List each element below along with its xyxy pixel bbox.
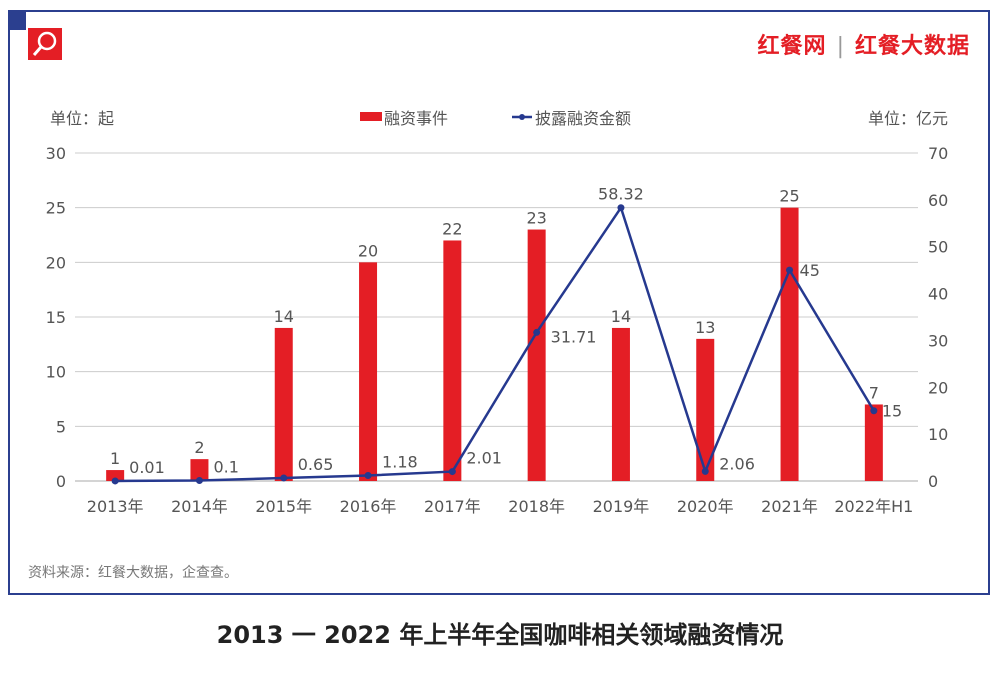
- bar: [359, 262, 378, 481]
- left-tick-label: 5: [56, 417, 66, 436]
- x-tick-label: 2019年: [593, 497, 650, 516]
- line-point: [448, 468, 456, 476]
- line-label: 0.65: [298, 455, 334, 474]
- bar: [611, 327, 630, 481]
- line-series: [115, 204, 875, 483]
- bar-label: 20: [358, 241, 378, 260]
- x-tick-label: 2015年: [255, 497, 312, 516]
- right-tick-label: 40: [928, 285, 948, 304]
- bar: [443, 240, 462, 481]
- line-point: [364, 471, 372, 479]
- corner-accent: [8, 10, 26, 30]
- line-label: 58.32: [598, 185, 644, 204]
- line-point: [870, 407, 878, 415]
- line-label: 0.01: [129, 458, 165, 477]
- right-tick-label: 10: [928, 425, 948, 444]
- right-tick-label: 0: [928, 472, 938, 491]
- line-label: 31.71: [551, 327, 597, 346]
- legend: 融资事件 披露融资金额: [360, 109, 631, 128]
- bar-label: 13: [695, 318, 715, 337]
- bar-label: 22: [442, 219, 462, 238]
- x-tick-label: 2013年: [87, 497, 144, 516]
- bar-label: 23: [526, 209, 546, 228]
- right-tick-label: 70: [928, 144, 948, 163]
- x-tick-label: 2017年: [424, 497, 481, 516]
- bar-label: 14: [274, 307, 294, 326]
- source-note: 资料来源：红餐大数据，企查查。: [28, 565, 238, 581]
- bar: [780, 207, 799, 481]
- brand-right: 红餐大数据: [854, 34, 970, 59]
- bar-label: 1: [110, 449, 120, 468]
- brand-logo: 红餐网 | 红餐大数据: [757, 34, 970, 59]
- page-title: 2013 一 2022 年上半年全国咖啡相关领域融资情况: [216, 621, 784, 649]
- legend-line-label: 披露融资金额: [535, 109, 631, 128]
- bar: [274, 327, 293, 481]
- line-point: [280, 474, 288, 482]
- brand-left: 红餐网: [757, 34, 827, 59]
- bar: [190, 459, 209, 481]
- line-point: [617, 204, 625, 212]
- left-tick-label: 15: [46, 308, 66, 327]
- line-label: 2.01: [466, 449, 502, 468]
- legend-bar-swatch: [360, 112, 382, 121]
- bar: [527, 229, 546, 481]
- left-tick-label: 0: [56, 472, 66, 491]
- magnifier-icon: [28, 28, 62, 60]
- x-tick-label: 2018年: [508, 497, 565, 516]
- left-tick-label: 10: [46, 363, 66, 382]
- x-tick-label: 2016年: [340, 497, 397, 516]
- x-tick-label: 2021年: [761, 497, 818, 516]
- line-label: 15: [882, 402, 902, 421]
- x-tick-label: 2020年: [677, 497, 734, 516]
- line-point: [701, 467, 709, 475]
- left-tick-label: 20: [46, 253, 66, 272]
- right-tick-label: 60: [928, 191, 948, 210]
- bar-label: 2: [194, 438, 204, 457]
- x-tick-label: 2014年: [171, 497, 228, 516]
- line-point: [195, 477, 203, 485]
- right-tick-label: 50: [928, 238, 948, 257]
- line-label: 45: [800, 261, 820, 280]
- right-tick-label: 30: [928, 331, 948, 350]
- line-point: [533, 328, 541, 336]
- legend-bar-label: 融资事件: [384, 109, 448, 128]
- right-tick-label: 20: [928, 378, 948, 397]
- bar: [106, 470, 125, 481]
- line-label: 2.06: [719, 454, 755, 473]
- x-tick-label: 2022年H1: [834, 497, 913, 516]
- line-label: 1.18: [382, 452, 418, 471]
- right-axis-label: 单位：亿元: [868, 109, 948, 128]
- line-point: [111, 477, 119, 485]
- bar-label: 14: [611, 307, 631, 326]
- bar-label: 7: [869, 383, 879, 402]
- line-point: [786, 266, 794, 274]
- left-tick-label: 25: [46, 199, 66, 218]
- line-label: 0.1: [213, 458, 238, 477]
- chart: 单位：起 单位：亿元 融资事件 披露融资金额 05101520253001020…: [46, 109, 949, 516]
- bar: [864, 404, 883, 481]
- left-tick-label: 30: [46, 144, 66, 163]
- bar: [696, 338, 715, 481]
- chart-frame: [8, 10, 990, 595]
- bar-label: 25: [779, 187, 799, 206]
- left-axis-label: 单位：起: [50, 109, 114, 128]
